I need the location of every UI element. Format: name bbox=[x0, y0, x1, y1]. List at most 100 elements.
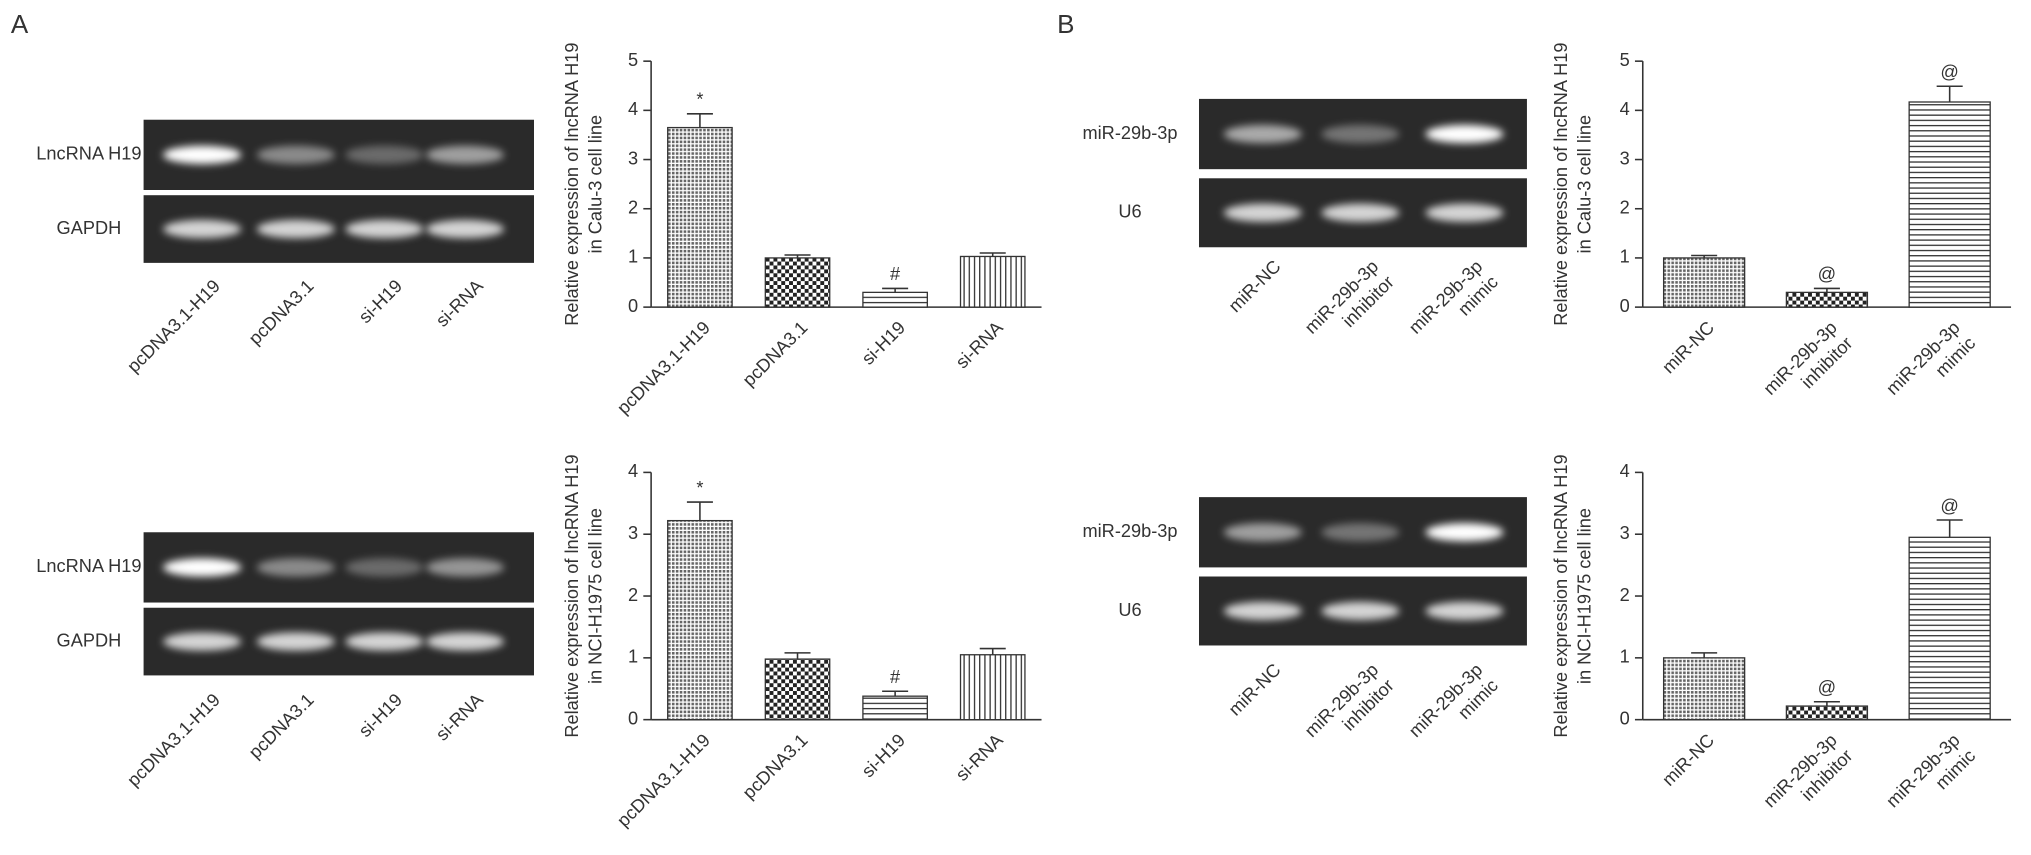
gel-band bbox=[1321, 601, 1400, 621]
panel-label: B bbox=[1057, 9, 1074, 39]
x-tick-label: si-H19 bbox=[858, 730, 909, 781]
annotation: # bbox=[890, 264, 901, 284]
y-tick-label: 2 bbox=[628, 198, 638, 218]
y-tick-label: 2 bbox=[1620, 585, 1630, 605]
gel-band bbox=[163, 558, 242, 577]
gel-band bbox=[345, 219, 424, 239]
y-axis-label: in NCI-H1975 cell line bbox=[585, 508, 605, 684]
error-bar bbox=[1691, 652, 1718, 658]
gel-band bbox=[1223, 523, 1302, 542]
annotation: # bbox=[890, 667, 901, 687]
gel-band bbox=[1321, 203, 1400, 222]
y-tick-label: 0 bbox=[628, 296, 638, 316]
x-tick-label: si-RNA bbox=[952, 729, 1008, 785]
x-tick-label: pcDNA3.1 bbox=[739, 317, 812, 390]
gel-band bbox=[345, 632, 424, 651]
error-bar bbox=[686, 113, 713, 128]
error-bar bbox=[1813, 700, 1840, 707]
y-axis-label: Relative expression of lncRNA H19 bbox=[562, 454, 582, 737]
gel-band bbox=[256, 632, 335, 651]
gel-band bbox=[1321, 523, 1400, 542]
bar bbox=[764, 658, 831, 721]
y-axis-label: in NCI-H1975 cell line bbox=[1574, 508, 1594, 684]
bar bbox=[862, 291, 928, 308]
gel-row-label: LncRNA H19 bbox=[36, 556, 141, 576]
y-tick-label: 3 bbox=[628, 523, 638, 543]
y-tick-label: 4 bbox=[628, 461, 638, 481]
bar bbox=[667, 126, 733, 308]
gel-band bbox=[345, 145, 424, 164]
x-tick-label: pcDNA3.1-H19 bbox=[613, 317, 714, 418]
annotation: * bbox=[696, 90, 703, 110]
gel-band bbox=[1223, 203, 1302, 222]
y-tick-label: 3 bbox=[1620, 523, 1630, 543]
error-bar bbox=[784, 254, 811, 258]
y-tick-label: 4 bbox=[628, 99, 638, 119]
gel-band bbox=[256, 558, 335, 577]
gel-band bbox=[163, 632, 242, 651]
error-bar bbox=[1936, 85, 1963, 102]
gel-lane-label: miR-NC bbox=[1225, 660, 1285, 720]
bar bbox=[959, 654, 1026, 721]
bar bbox=[1908, 536, 1991, 721]
y-axis-label: in Calu-3 cell line bbox=[585, 115, 605, 254]
y-tick-label: 0 bbox=[1620, 296, 1630, 316]
gel-band bbox=[1223, 601, 1302, 621]
gel-lane-label: si-RNA bbox=[432, 689, 488, 745]
y-tick-label: 2 bbox=[1620, 198, 1630, 218]
gel-lane-label: miR-NC bbox=[1225, 256, 1285, 316]
bar bbox=[1662, 657, 1746, 721]
panel-label: A bbox=[11, 9, 29, 39]
y-tick-label: 5 bbox=[628, 50, 638, 70]
bar bbox=[667, 519, 733, 721]
annotation: @ bbox=[1940, 496, 1958, 516]
y-tick-label: 3 bbox=[628, 148, 638, 168]
error-bar bbox=[784, 652, 811, 660]
x-tick-label: si-H19 bbox=[858, 317, 909, 368]
y-tick-label: 1 bbox=[1620, 647, 1630, 667]
gel-band bbox=[1425, 601, 1504, 621]
bar bbox=[764, 257, 831, 308]
gel-band bbox=[425, 632, 505, 651]
gel-band bbox=[1223, 124, 1302, 144]
gel-row-label: LncRNA H19 bbox=[36, 144, 141, 164]
x-tick-label: pcDNA3.1-H19 bbox=[613, 730, 714, 831]
error-bar bbox=[882, 690, 909, 697]
error-bar bbox=[979, 647, 1006, 655]
gel-row-label: U6 bbox=[1118, 202, 1141, 222]
gel-row-label: miR-29b-3p bbox=[1082, 521, 1177, 541]
annotation: @ bbox=[1818, 264, 1836, 284]
y-axis-label: Relative expression of lncRNA H19 bbox=[1551, 454, 1571, 737]
x-tick-label: miR-NC bbox=[1658, 317, 1718, 377]
gel-band bbox=[1321, 124, 1400, 144]
y-axis-label: in Calu-3 cell line bbox=[1574, 115, 1594, 254]
bar bbox=[1785, 705, 1869, 721]
error-bar bbox=[979, 252, 1006, 257]
y-tick-label: 1 bbox=[1620, 247, 1630, 267]
gel-band bbox=[425, 558, 505, 577]
gel-lane-label: si-H19 bbox=[355, 276, 406, 327]
error-bar bbox=[686, 501, 713, 521]
gel-lane-label: pcDNA3.1 bbox=[245, 276, 318, 349]
error-bar bbox=[1936, 519, 1963, 538]
bar bbox=[1662, 257, 1746, 308]
y-tick-label: 2 bbox=[628, 585, 638, 605]
bar bbox=[862, 695, 928, 721]
gel-band bbox=[425, 145, 505, 164]
gel-band bbox=[1425, 523, 1504, 542]
y-tick-label: 1 bbox=[628, 647, 638, 667]
annotation: @ bbox=[1940, 62, 1958, 82]
error-bar bbox=[1691, 254, 1718, 258]
y-axis-label: Relative expression of lncRNA H19 bbox=[562, 42, 582, 325]
y-tick-label: 0 bbox=[628, 708, 638, 728]
gel-row-label: GAPDH bbox=[57, 630, 122, 650]
x-tick-label: miR-NC bbox=[1658, 730, 1718, 790]
error-bar bbox=[1813, 287, 1840, 293]
gel-row-label: GAPDH bbox=[57, 218, 122, 238]
gel-lane-label: pcDNA3.1 bbox=[245, 690, 318, 763]
bar bbox=[959, 255, 1026, 308]
gel-band bbox=[256, 219, 335, 239]
x-tick-label: pcDNA3.1 bbox=[739, 730, 812, 803]
